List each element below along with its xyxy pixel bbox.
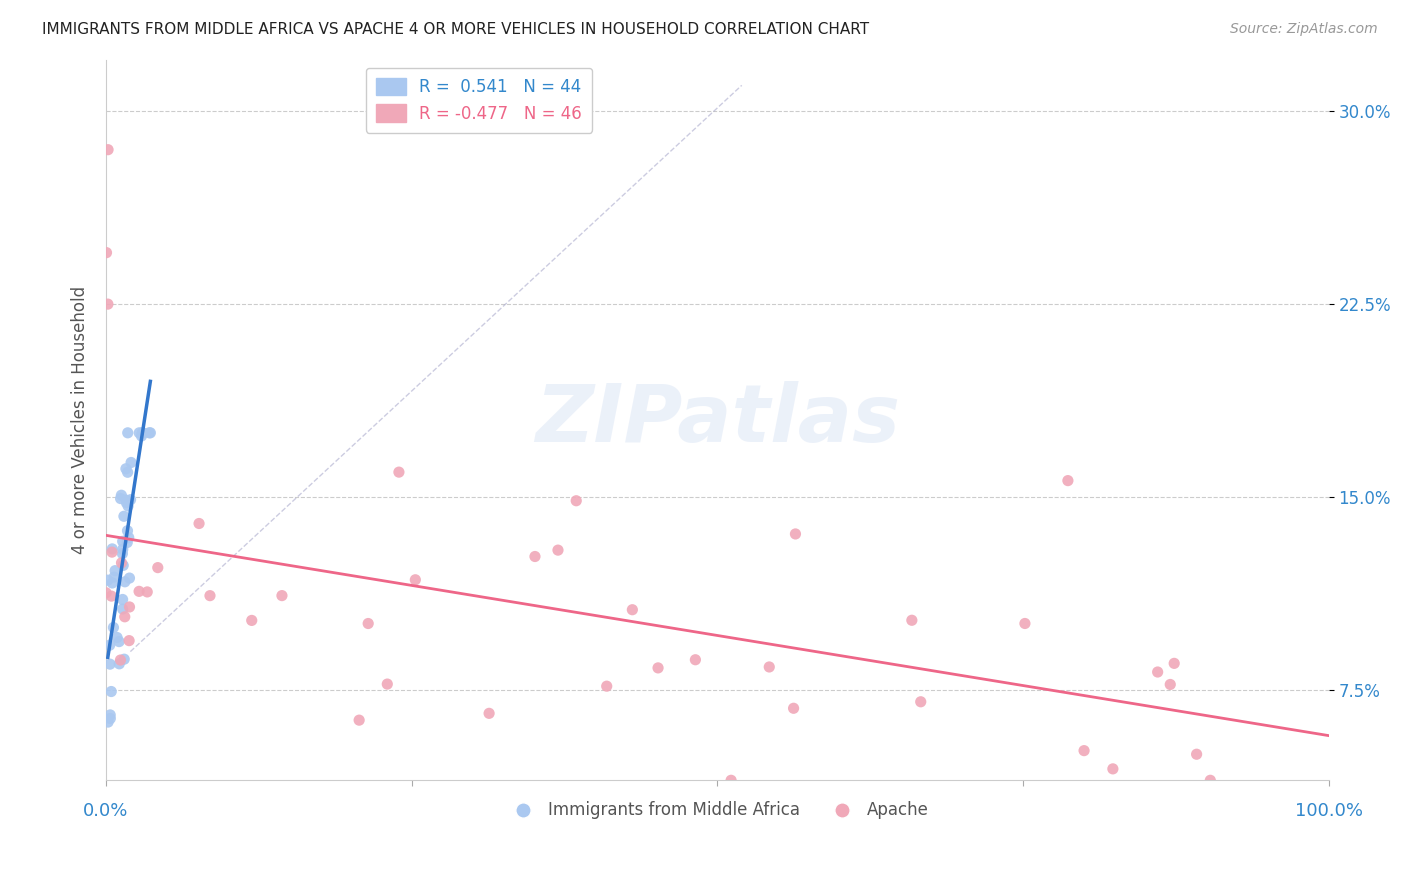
Point: [98, 657, 121, 672]
Point: [115, 496, 138, 510]
Point: [120, 455, 142, 469]
Point: [647, 661, 669, 675]
Point: [357, 616, 380, 631]
Point: [114, 574, 136, 589]
Point: [547, 543, 569, 558]
Point: [910, 695, 932, 709]
Point: [1146, 665, 1168, 679]
Point: [112, 558, 135, 573]
Text: ZIPatlas: ZIPatlas: [534, 381, 900, 459]
Point: [108, 634, 131, 648]
Point: [97, 143, 120, 157]
Point: [1102, 762, 1125, 776]
Point: [1057, 474, 1080, 488]
Point: [103, 570, 125, 584]
Point: [1163, 657, 1185, 671]
Point: [100, 589, 122, 603]
Point: [117, 465, 139, 479]
Point: [100, 684, 122, 698]
Point: [596, 679, 619, 693]
Point: [131, 429, 153, 443]
Point: [98, 712, 121, 726]
Point: [758, 660, 780, 674]
Point: [118, 531, 141, 545]
Point: [111, 534, 134, 549]
Point: [128, 425, 150, 440]
Point: [97, 714, 120, 729]
Point: [120, 492, 142, 507]
Point: [901, 613, 924, 627]
Point: [115, 462, 138, 476]
Point: [146, 560, 169, 574]
Text: 100.0%: 100.0%: [1295, 802, 1362, 820]
Point: [117, 499, 139, 513]
Point: [782, 701, 804, 715]
Point: [685, 653, 707, 667]
Point: [110, 556, 132, 570]
Point: [388, 465, 411, 479]
Point: [720, 773, 742, 788]
Point: [108, 657, 131, 671]
Text: IMMIGRANTS FROM MIDDLE AFRICA VS APACHE 4 OR MORE VEHICLES IN HOUSEHOLD CORRELAT: IMMIGRANTS FROM MIDDLE AFRICA VS APACHE …: [42, 22, 869, 37]
Point: [523, 549, 546, 564]
Point: [131, 425, 153, 440]
Point: [117, 535, 139, 549]
Point: [118, 571, 141, 585]
Point: [139, 425, 162, 440]
Point: [101, 576, 124, 591]
Point: [110, 491, 132, 506]
Point: [565, 493, 588, 508]
Point: [128, 584, 150, 599]
Point: [1185, 747, 1208, 762]
Point: [114, 609, 136, 624]
Point: [118, 599, 141, 614]
Point: [111, 602, 134, 616]
Point: [118, 633, 141, 648]
Point: [240, 614, 263, 628]
Point: [271, 589, 294, 603]
Point: [136, 585, 159, 599]
Point: [347, 713, 370, 727]
Point: [96, 245, 118, 260]
Point: [94, 586, 117, 600]
Point: [103, 620, 125, 634]
Text: Source: ZipAtlas.com: Source: ZipAtlas.com: [1230, 22, 1378, 37]
Point: [117, 425, 139, 440]
Point: [101, 545, 124, 559]
Point: [198, 589, 221, 603]
Point: [111, 542, 134, 557]
Point: [111, 592, 134, 607]
Point: [101, 541, 124, 556]
Point: [105, 631, 128, 645]
Y-axis label: 4 or more Vehicles in Household: 4 or more Vehicles in Household: [72, 286, 89, 554]
Point: [111, 547, 134, 561]
Point: [110, 653, 132, 667]
Point: [621, 603, 644, 617]
Point: [404, 573, 426, 587]
Point: [785, 527, 807, 541]
Point: [131, 425, 153, 440]
Point: [97, 297, 120, 311]
Point: [375, 677, 398, 691]
Point: [478, 706, 501, 721]
Legend: Immigrants from Middle Africa, Apache: Immigrants from Middle Africa, Apache: [499, 795, 935, 826]
Point: [1073, 744, 1095, 758]
Text: 0.0%: 0.0%: [83, 802, 128, 820]
Point: [1159, 677, 1181, 691]
Point: [98, 707, 121, 722]
Point: [1199, 773, 1222, 788]
Point: [117, 524, 139, 538]
Point: [98, 638, 121, 652]
Point: [112, 509, 135, 524]
Point: [112, 652, 135, 666]
Point: [104, 564, 127, 578]
Point: [188, 516, 211, 531]
Point: [97, 573, 120, 587]
Point: [1014, 616, 1036, 631]
Point: [138, 425, 160, 440]
Point: [110, 488, 132, 502]
Point: [115, 493, 138, 508]
